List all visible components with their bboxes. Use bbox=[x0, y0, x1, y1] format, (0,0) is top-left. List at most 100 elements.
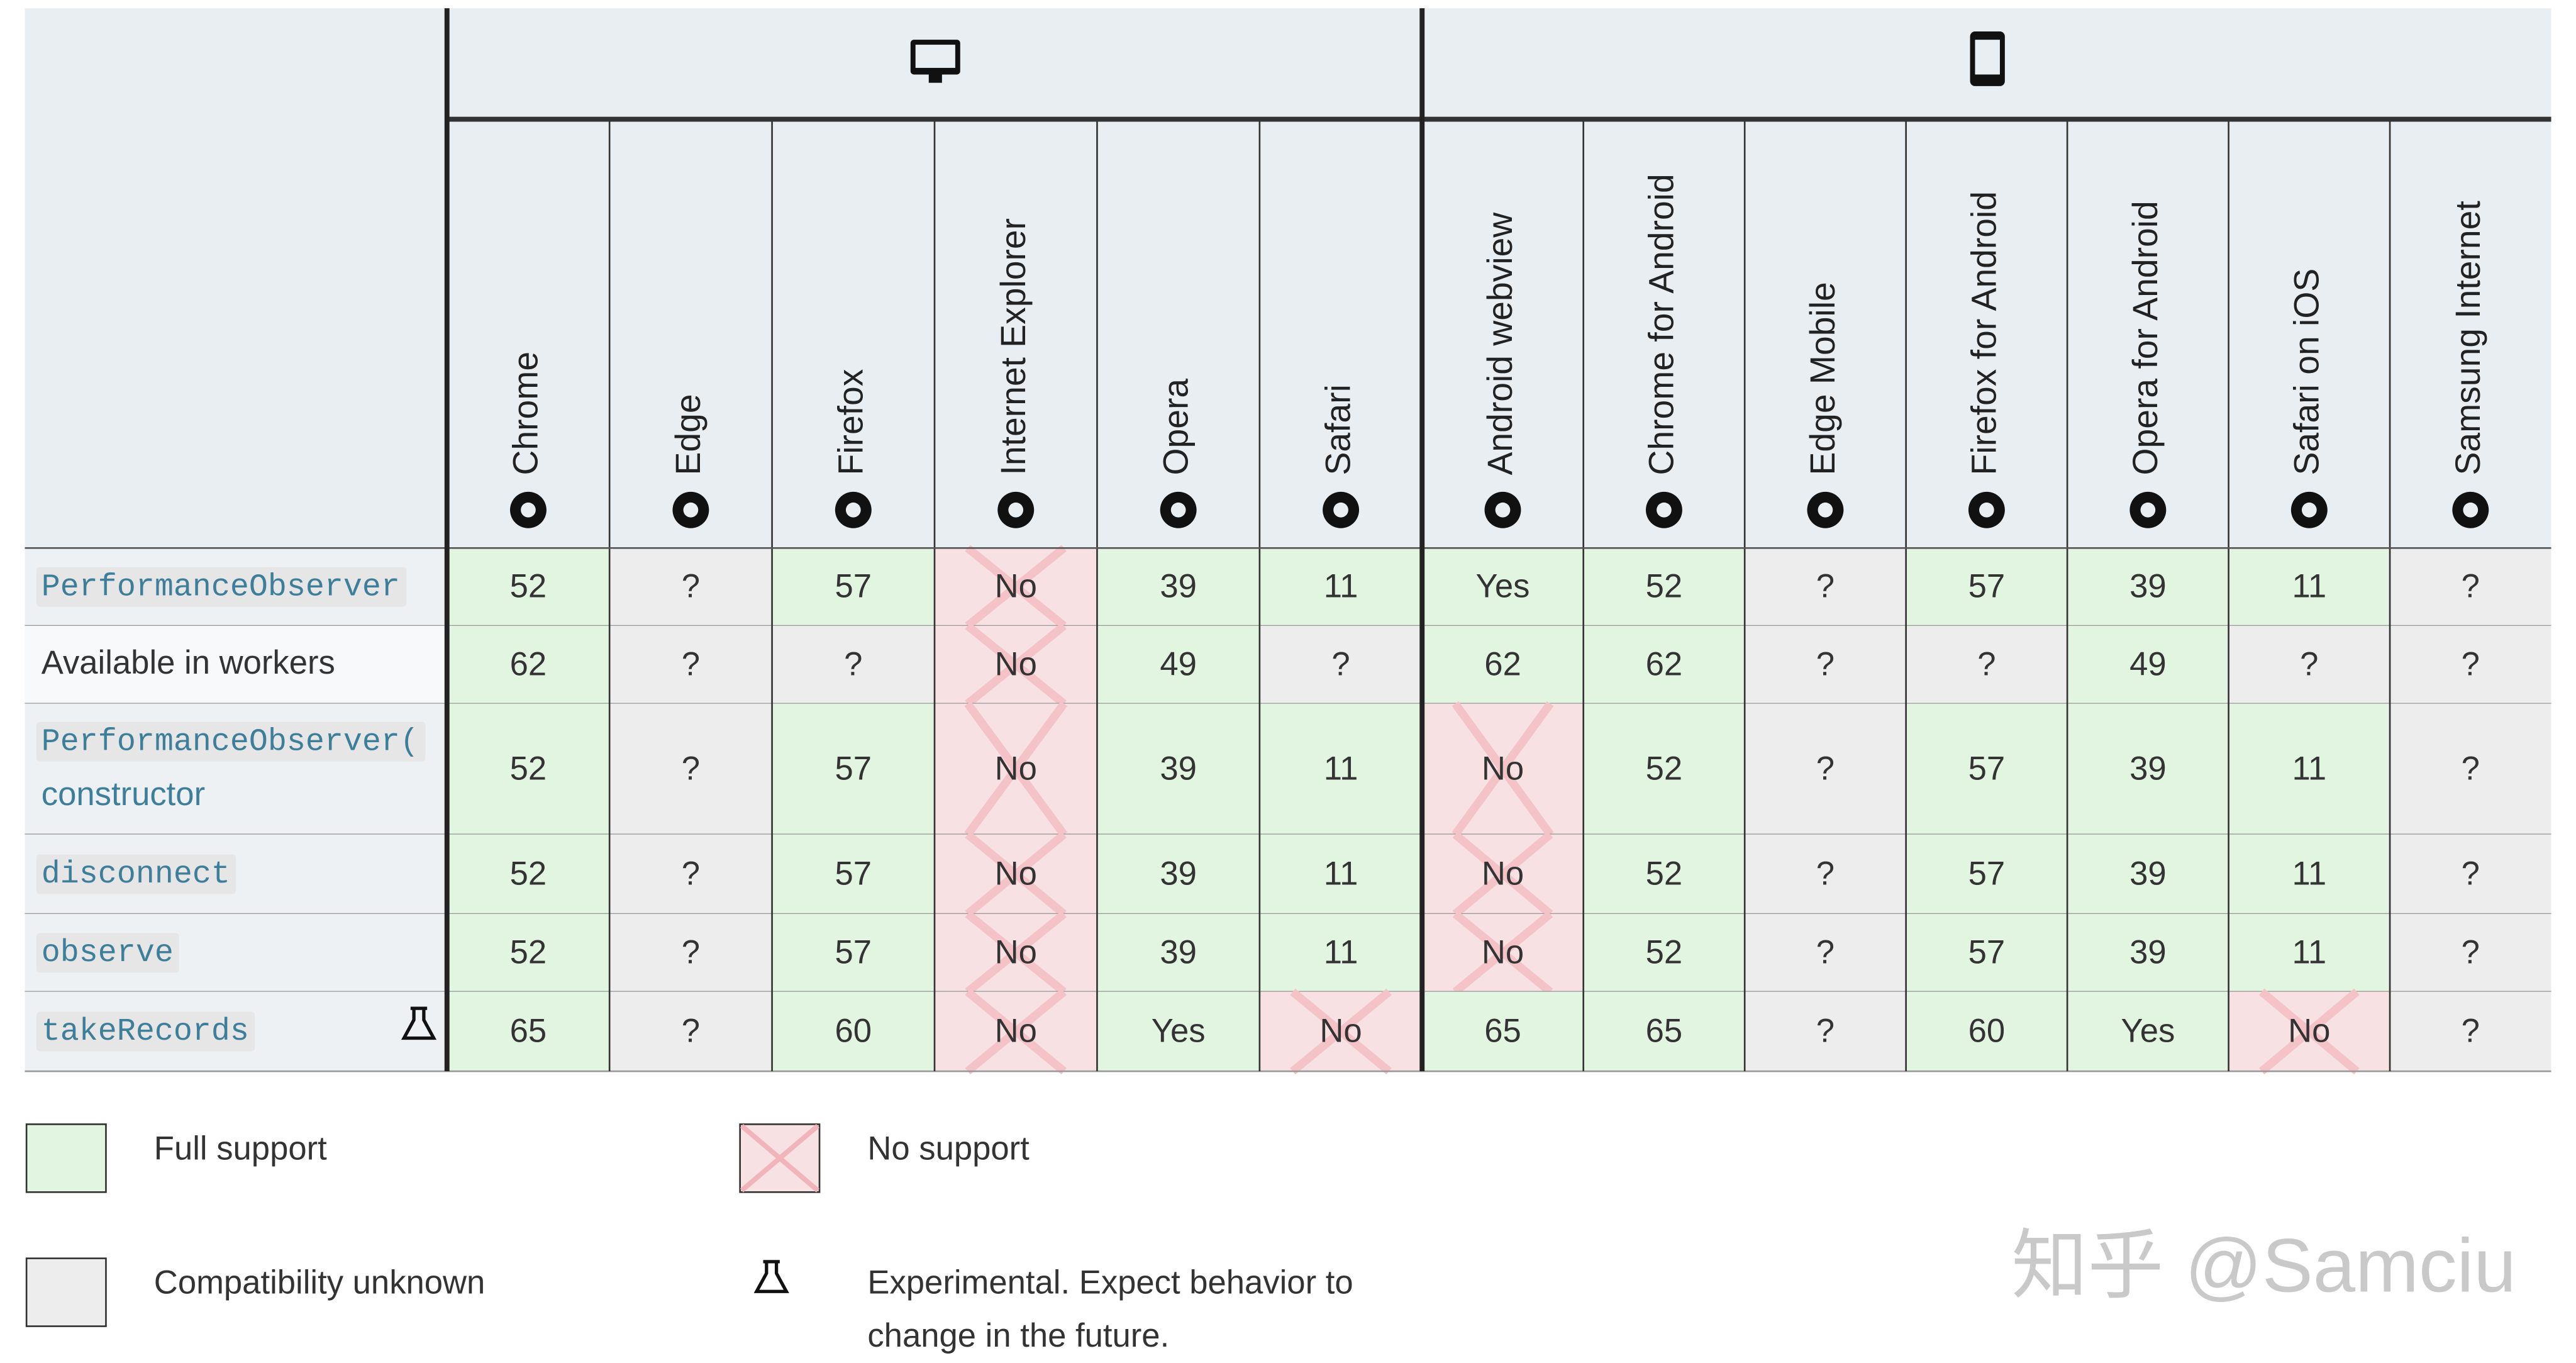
support-cell bbox=[1097, 914, 1260, 992]
mobile-icon bbox=[1970, 31, 2005, 86]
support-value: ? bbox=[1331, 645, 1350, 682]
support-cell bbox=[609, 626, 772, 704]
support-value: ? bbox=[2462, 750, 2480, 787]
support-value: 52 bbox=[510, 750, 547, 787]
legend-experimental-text: change in the future. bbox=[867, 1317, 1169, 1354]
support-cell bbox=[1583, 626, 1745, 704]
support-value: 52 bbox=[1646, 855, 1683, 892]
browser-name: Firefox bbox=[831, 369, 870, 475]
experimental-icon bbox=[401, 1006, 437, 1040]
support-cell bbox=[2228, 703, 2390, 835]
support-value: ? bbox=[2462, 645, 2480, 682]
support-cell bbox=[772, 914, 935, 992]
support-value: ? bbox=[1816, 568, 1835, 605]
support-cell bbox=[1906, 548, 2068, 626]
support-value: 60 bbox=[835, 1013, 872, 1050]
support-value: No bbox=[995, 855, 1037, 892]
support-value: 52 bbox=[510, 855, 547, 892]
support-value: 65 bbox=[1484, 1013, 1521, 1050]
support-value: 65 bbox=[1646, 1013, 1683, 1050]
legend-none-text: No support bbox=[867, 1130, 1030, 1167]
support-value: ? bbox=[682, 1013, 700, 1050]
legend-full-swatch bbox=[25, 1123, 107, 1193]
support-value: No bbox=[2288, 1013, 2330, 1050]
support-value: 39 bbox=[1160, 568, 1197, 605]
browser-name: Chrome bbox=[506, 352, 545, 476]
no-support-cross bbox=[965, 988, 1067, 1075]
support-cell bbox=[2390, 548, 2551, 626]
code-background bbox=[36, 567, 407, 607]
support-value: 57 bbox=[835, 568, 872, 605]
legend-full-text: Full support bbox=[154, 1130, 327, 1167]
code-background bbox=[36, 1011, 255, 1052]
support-cell bbox=[1906, 703, 2068, 835]
support-value: ? bbox=[1816, 750, 1835, 787]
support-value: 57 bbox=[1968, 855, 2006, 892]
support-cell bbox=[2390, 914, 2551, 992]
support-cell bbox=[1906, 914, 2068, 992]
support-value: ? bbox=[1816, 855, 1835, 892]
support-value: 62 bbox=[510, 645, 547, 682]
support-value: ? bbox=[2462, 568, 2480, 605]
support-value: Yes bbox=[1476, 568, 1530, 605]
support-value: No bbox=[995, 1013, 1037, 1050]
no-support-cross bbox=[965, 545, 1067, 630]
browser-icon-inner bbox=[1979, 502, 1994, 518]
no-support-cross bbox=[1452, 701, 1554, 837]
browser-icon-inner bbox=[683, 502, 699, 518]
support-value: No bbox=[1482, 855, 1524, 892]
support-cell bbox=[1583, 703, 1745, 835]
support-value: 39 bbox=[2129, 933, 2167, 971]
legend-unknown-text: Compatibility unknown bbox=[154, 1264, 486, 1301]
support-cell bbox=[1906, 991, 2068, 1072]
browser-icon-inner bbox=[2140, 502, 2156, 518]
support-cell bbox=[447, 914, 610, 992]
browser-name: Opera for Android bbox=[2126, 201, 2165, 475]
no-support-cross bbox=[965, 831, 1067, 918]
legend-flask-icon bbox=[753, 1260, 789, 1293]
support-cell bbox=[2390, 991, 2551, 1072]
support-value: 65 bbox=[510, 1013, 547, 1050]
support-value: 57 bbox=[1968, 933, 2006, 971]
browser-icon-inner bbox=[1657, 502, 1672, 518]
browser-icon-inner bbox=[1495, 502, 1511, 518]
support-cell bbox=[609, 991, 772, 1072]
support-value: 39 bbox=[2129, 750, 2167, 787]
support-value: 39 bbox=[1160, 933, 1197, 971]
browser-icon-inner bbox=[521, 502, 536, 518]
support-cell bbox=[1583, 914, 1745, 992]
support-value: ? bbox=[2300, 645, 2318, 682]
legend: Full support No support Compatibility un… bbox=[25, 1123, 1353, 1354]
support-value: 11 bbox=[2292, 855, 2327, 892]
browser-name: Samsung Internet bbox=[2448, 201, 2487, 475]
support-cell bbox=[609, 914, 772, 992]
support-cell bbox=[1259, 834, 1423, 915]
support-value: Yes bbox=[2121, 1013, 2175, 1050]
support-cell bbox=[2067, 703, 2229, 835]
support-value: 60 bbox=[1968, 1013, 2006, 1050]
support-value: No bbox=[995, 645, 1037, 682]
support-value: 52 bbox=[1646, 568, 1683, 605]
support-cell bbox=[1097, 991, 1260, 1072]
support-value: 49 bbox=[2129, 645, 2167, 682]
support-cell bbox=[2228, 626, 2390, 704]
support-value: 11 bbox=[2292, 750, 2327, 787]
browser-name: Opera bbox=[1156, 379, 1195, 476]
support-value: ? bbox=[2462, 855, 2480, 892]
support-value: No bbox=[995, 568, 1037, 605]
no-support-cross bbox=[1290, 988, 1392, 1075]
support-value: ? bbox=[682, 568, 700, 605]
support-cell bbox=[772, 834, 935, 915]
support-cell bbox=[2067, 834, 2229, 915]
browser-icon-inner bbox=[845, 502, 861, 518]
support-value: ? bbox=[2462, 933, 2480, 971]
browser-name: Edge Mobile bbox=[1803, 282, 1842, 475]
browser-name: Internet Explorer bbox=[994, 218, 1033, 476]
support-cell bbox=[2228, 914, 2390, 992]
support-cell bbox=[1583, 548, 1745, 626]
support-cell bbox=[1745, 703, 1906, 835]
support-cell bbox=[1745, 626, 1906, 704]
feature-name: PerformanceObserver bbox=[42, 569, 400, 605]
support-value: 62 bbox=[1484, 645, 1521, 682]
